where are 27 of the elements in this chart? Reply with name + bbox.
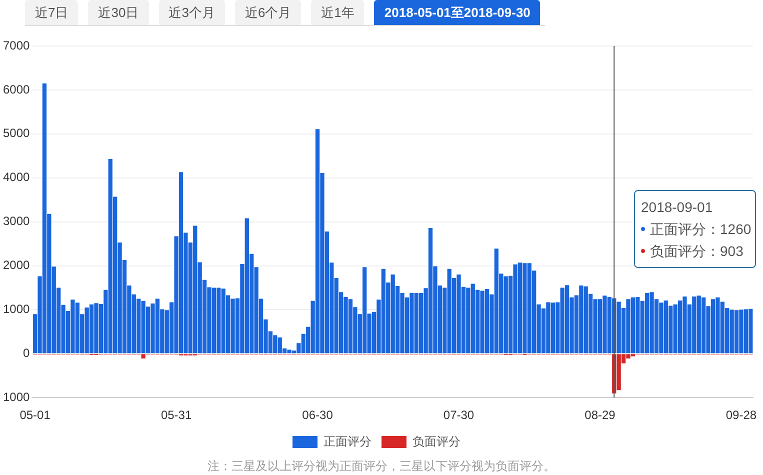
x-tick-label: 08-29 — [584, 408, 616, 422]
y-tick-label: 1000 — [2, 302, 30, 316]
y-tick-label: 1000 — [2, 390, 30, 404]
legend-label: 负面评分 — [412, 434, 460, 448]
y-tick-label: 6000 — [2, 82, 30, 96]
text: 近7日 — [25, 0, 78, 26]
text: 近6个月 — [234, 0, 302, 26]
annotation: 正面评分：1260 — [650, 220, 752, 239]
x-tick-label: 05-01 — [20, 408, 51, 422]
text: 注：三星及以上评分视为正面评分，三星以下评分视为负面评分。 — [206, 458, 556, 475]
y-tick-label: 4000 — [2, 170, 30, 184]
x-tick-label: 05-31 — [160, 408, 192, 422]
y-tick-label: 2000 — [2, 258, 30, 272]
legend-label: 正面评分 — [324, 434, 372, 448]
x-tick-label: 06-30 — [302, 408, 334, 422]
y-tick-label: 0 — [23, 346, 30, 360]
text: 近1年 — [311, 0, 364, 26]
annotation: 负面评分：903 — [650, 242, 744, 261]
x-tick-label: 07-30 — [443, 408, 474, 422]
x-tick-label: 09-28 — [726, 408, 757, 422]
y-tick-label: 7000 — [2, 38, 30, 52]
text: 近30日 — [88, 0, 149, 26]
y-tick-label: 3000 — [2, 214, 30, 228]
annotation: 2018-09-01 — [641, 198, 714, 217]
text: 近3个月 — [158, 0, 225, 26]
y-tick-label: 5000 — [2, 126, 30, 140]
text: 2018-05-01至2018-09-30 — [374, 0, 540, 26]
